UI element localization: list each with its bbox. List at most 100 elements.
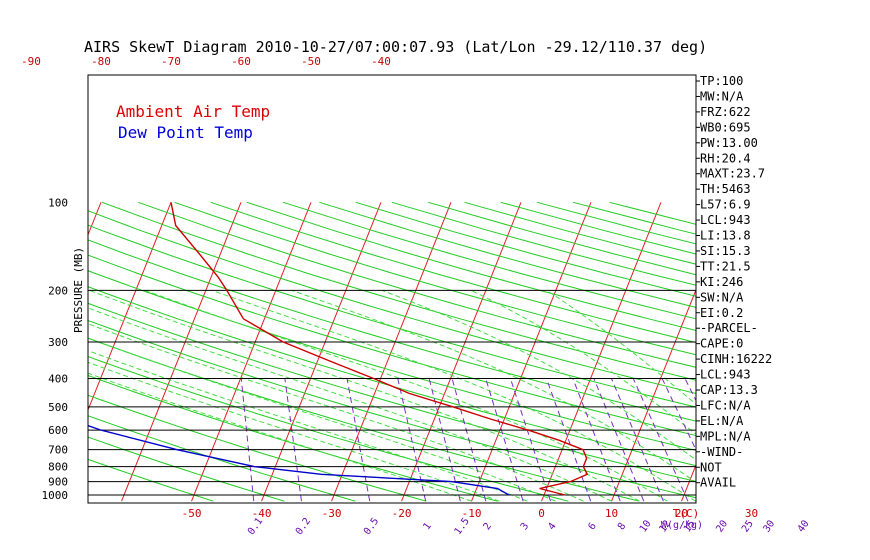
dry-adiabat-line — [88, 239, 696, 422]
dry-adiabat-line — [88, 302, 696, 483]
top-temp-tick-label: -70 — [161, 55, 181, 68]
dry-adiabat-line — [88, 210, 696, 395]
stability-index-item: L57:6.9 — [700, 198, 751, 212]
stability-index-item: -WIND- — [700, 445, 743, 459]
stability-index-item: WB0:695 — [700, 120, 751, 134]
stability-index-item: LFC:N/A — [700, 398, 751, 412]
dry-adiabat-line — [88, 337, 640, 502]
dry-adiabat-line — [174, 201, 696, 356]
stability-index-item: KI:246 — [700, 275, 743, 289]
profiles — [88, 202, 589, 496]
pressure-tick-label: 600 — [48, 424, 68, 437]
dry-adiabat-line — [138, 201, 696, 368]
mixing-ratio-tick-label: 30 — [761, 518, 777, 534]
stability-index-item: FRZ:622 — [700, 105, 751, 119]
moist-adiabat-line — [291, 289, 696, 483]
stability-index-item: CAP:13.3 — [700, 383, 758, 397]
stability-index-item: -PARCEL- — [700, 321, 758, 335]
mixing-ratio-line — [346, 378, 371, 502]
isotherm-line — [88, 202, 172, 412]
mixing-ratio-unit: W(g/kg) — [661, 520, 703, 531]
dry-adiabat-line — [88, 458, 214, 502]
bottom-temp-tick-label: -50 — [182, 507, 202, 520]
mixing-ratio-line — [485, 378, 524, 502]
mixing-ratio-line — [451, 378, 487, 502]
pressure-tick-label: 300 — [48, 336, 68, 349]
stability-index-item: MW:N/A — [700, 89, 744, 103]
moist-adiabat-line — [88, 337, 556, 502]
plot-frame — [87, 74, 697, 504]
bottom-temp-tick-label: -30 — [322, 507, 342, 520]
isotherm-line — [121, 202, 242, 502]
dry-adiabat-line — [283, 201, 696, 320]
bottom-temp-tick-label: -40 — [252, 507, 272, 520]
background-grid — [0, 201, 870, 502]
mixing-ratio-line — [593, 378, 645, 502]
mixing-ratio-line — [240, 378, 255, 502]
mixing-ratio-tick-label: 2 — [482, 521, 494, 532]
bottom-temp-tick-label: 30 — [745, 507, 758, 520]
dry-adiabat-line — [210, 201, 696, 344]
mixing-ratio-tick-label: 6 — [586, 521, 598, 532]
mixing-ratio-line — [572, 378, 621, 502]
stability-index-item: LCL:943 — [700, 368, 751, 382]
mixing-ratio-tick-label: 3 — [519, 521, 531, 532]
stability-index-item: SW:N/A — [700, 290, 744, 304]
mixing-ratio-tick-label: 1 — [421, 521, 433, 532]
pressure-tick-label: 1000 — [42, 489, 69, 502]
stability-index-item: NOT — [700, 460, 722, 474]
mixing-ratio-line — [684, 378, 696, 402]
bottom-temp-tick-label: -20 — [392, 507, 412, 520]
dry-adiabat-line — [428, 201, 696, 276]
ambient-temp-line — [170, 202, 589, 496]
pressure-tick-label: 800 — [48, 461, 68, 474]
pressure-tick-label: 900 — [48, 476, 68, 489]
mixing-ratio-tick-label: 10 — [638, 518, 654, 534]
pressure-tick-label: 100 — [48, 196, 68, 209]
stability-index-item: PW:13.00 — [700, 136, 758, 150]
mixing-ratio-tick-label: 0.5 — [362, 516, 381, 537]
dry-adiabat-line — [88, 286, 696, 467]
mixing-ratio-line — [632, 378, 689, 502]
stability-index-item: EI:0.2 — [700, 306, 743, 320]
stability-index-item: MAXT:23.7 — [700, 167, 765, 181]
stability-index-item: AVAIL — [700, 476, 736, 490]
bottom-temp-tick-label: 0 — [538, 507, 545, 520]
moist-adiabat-line — [211, 289, 696, 502]
top-temp-tick-label: -50 — [301, 55, 321, 68]
chart-title: AIRS SkewT Diagram 2010-10-27/07:00:07.9… — [84, 38, 707, 56]
axes: -120-110-100-90-80-70-60-50-40-50-40-30-… — [21, 55, 812, 537]
mixing-ratio-tick-label: 0.2 — [294, 516, 313, 537]
top-temp-tick-label: -90 — [21, 55, 41, 68]
pressure-tick-label: 700 — [48, 444, 68, 457]
mixing-ratio-line — [428, 378, 461, 502]
stability-index-item: EL:N/A — [700, 414, 744, 428]
pressure-tick-label: 500 — [48, 401, 68, 414]
dry-adiabat-line — [246, 201, 696, 332]
dry-adiabat-line — [88, 415, 356, 502]
mixing-ratio-line — [611, 378, 664, 502]
moist-adiabat-line — [89, 289, 640, 502]
isotherm-line — [541, 202, 662, 502]
stability-index-item: TH:5463 — [700, 182, 751, 196]
stability-index-item: LI:13.8 — [700, 229, 751, 243]
dry-adiabat-line — [88, 394, 427, 502]
y-axis-label: PRESSURE (MB) — [72, 247, 85, 333]
dry-adiabat-line — [88, 436, 285, 502]
bottom-temp-tick-label: -10 — [462, 507, 482, 520]
dry-adiabat-line — [88, 254, 696, 437]
bottom-temp-tick-label: 10 — [605, 507, 618, 520]
mixing-ratio-tick-label: 8 — [616, 521, 628, 532]
moist-adiabat-line — [88, 372, 472, 502]
legend-dew-point-temp: Dew Point Temp — [118, 123, 253, 142]
isotherm-line — [822, 202, 870, 501]
isotherm-line — [401, 202, 522, 502]
dry-adiabat-line — [88, 319, 696, 499]
legend-ambient-air-temp: Ambient Air Temp — [116, 102, 270, 121]
stability-index-item: MPL:N/A — [700, 429, 751, 443]
isotherm-line — [0, 202, 31, 501]
mixing-ratio-line — [397, 378, 427, 502]
